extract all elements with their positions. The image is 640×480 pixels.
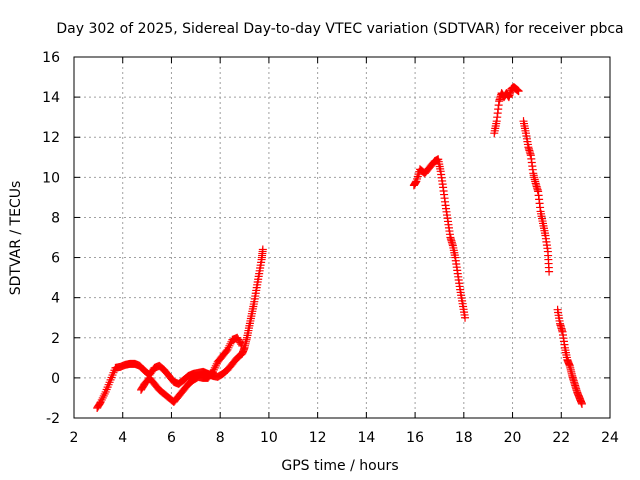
x-tick-label: 14 (357, 430, 375, 446)
x-tick-label: 4 (118, 430, 127, 446)
axes (73, 56, 611, 419)
data-point (514, 87, 523, 96)
data-point (461, 313, 470, 322)
data-point-interp (99, 391, 108, 400)
data-point-interp (100, 389, 109, 398)
x-tick-labels: 2 4 6 8 10 12 14 16 18 20 22 24 (70, 430, 619, 446)
y-tick-label: -2 (46, 411, 60, 427)
y-tick-label: 12 (42, 130, 60, 146)
data-point (223, 345, 232, 354)
y-tick-label: 10 (42, 170, 60, 186)
grid-lines (74, 57, 610, 418)
x-tick-label: 2 (70, 430, 79, 446)
data-point-interp (98, 393, 107, 402)
series-arc-3 (409, 155, 470, 322)
data-point-interp (237, 340, 246, 349)
data-point-interp (210, 363, 219, 372)
data-point-interp (97, 395, 106, 404)
y-tick-label: 2 (51, 331, 60, 347)
x-tick-label: 18 (455, 430, 473, 446)
data-point-interp (226, 339, 235, 348)
y-tick-label: 8 (51, 210, 60, 226)
plot-frame (73, 56, 611, 419)
y-tick-labels: -2 0 2 4 6 8 10 12 14 16 (42, 50, 60, 427)
data-point (238, 341, 247, 350)
series-arc-2 (137, 333, 247, 406)
data-point-interp (224, 343, 233, 352)
x-tick-label: 12 (309, 430, 327, 446)
chart-title: Day 302 of 2025, Sidereal Day-to-day VTE… (56, 21, 623, 37)
x-tick-label: 22 (552, 430, 570, 446)
data-point-interp (225, 341, 234, 350)
series-arc-1 (93, 245, 267, 412)
data-point (96, 397, 105, 406)
y-axis-label: SDTVAR / TECUs (8, 181, 24, 296)
x-tick-label: 10 (260, 430, 278, 446)
data-point (258, 245, 267, 254)
series-arc-5 (519, 117, 554, 276)
x-tick-label: 8 (216, 430, 225, 446)
y-tick-label: 14 (42, 90, 60, 106)
y-tick-label: 6 (51, 251, 60, 267)
data-point-interp (211, 361, 220, 370)
x-tick-label: 20 (504, 430, 522, 446)
x-tick-label: 6 (167, 430, 176, 446)
data-point (545, 267, 554, 276)
y-tick-label: 16 (42, 50, 60, 66)
data-points (93, 83, 586, 412)
data-point (577, 399, 586, 408)
x-axis-label: GPS time / hours (281, 458, 398, 474)
series-arc-6 (553, 305, 586, 408)
y-tick-label: 4 (51, 291, 60, 307)
series-arc-4 (490, 83, 523, 138)
data-point-interp (209, 365, 218, 374)
data-point (208, 367, 217, 376)
y-tick-label: 0 (51, 371, 60, 387)
x-tick-label: 24 (601, 430, 619, 446)
x-tick-label: 16 (406, 430, 424, 446)
